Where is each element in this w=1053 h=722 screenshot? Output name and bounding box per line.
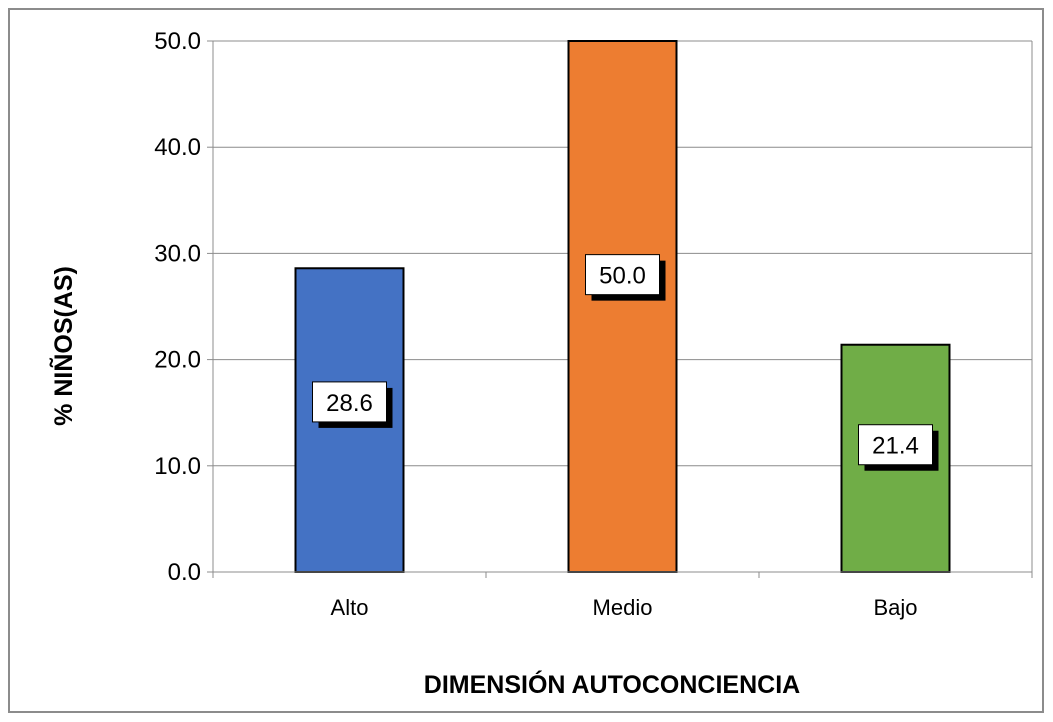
y-tick-label: 50.0	[154, 28, 201, 55]
data-label: 50.0	[599, 263, 646, 290]
bars	[294, 40, 951, 573]
x-tick-label: Alto	[331, 595, 369, 620]
bar-medio	[567, 40, 678, 573]
y-tick-label: 0.0	[168, 559, 201, 586]
x-tick-label: Bajo	[873, 595, 917, 620]
x-axis-title: DIMENSIÓN AUTOCONCIENCIA	[424, 669, 800, 699]
data-label: 28.6	[326, 390, 373, 417]
axes: 0.0 10.0 20.0 30.0 40.0 50.0 Alto Medio Bajo	[154, 28, 1033, 620]
data-labels: 28.6 50.0 21.4	[312, 254, 939, 471]
data-label-box	[312, 381, 387, 423]
y-tick-label: 30.0	[154, 240, 201, 267]
data-label-box	[585, 254, 660, 296]
x-tick-label: Medio	[593, 595, 653, 620]
y-tick-label: 40.0	[154, 134, 201, 161]
y-axis-title: % NIÑOS(AS)	[48, 266, 78, 426]
data-label: 21.4	[872, 433, 919, 460]
y-tick-label: 10.0	[154, 453, 201, 480]
y-tick-label: 20.0	[154, 347, 201, 374]
data-label-box	[858, 424, 933, 466]
